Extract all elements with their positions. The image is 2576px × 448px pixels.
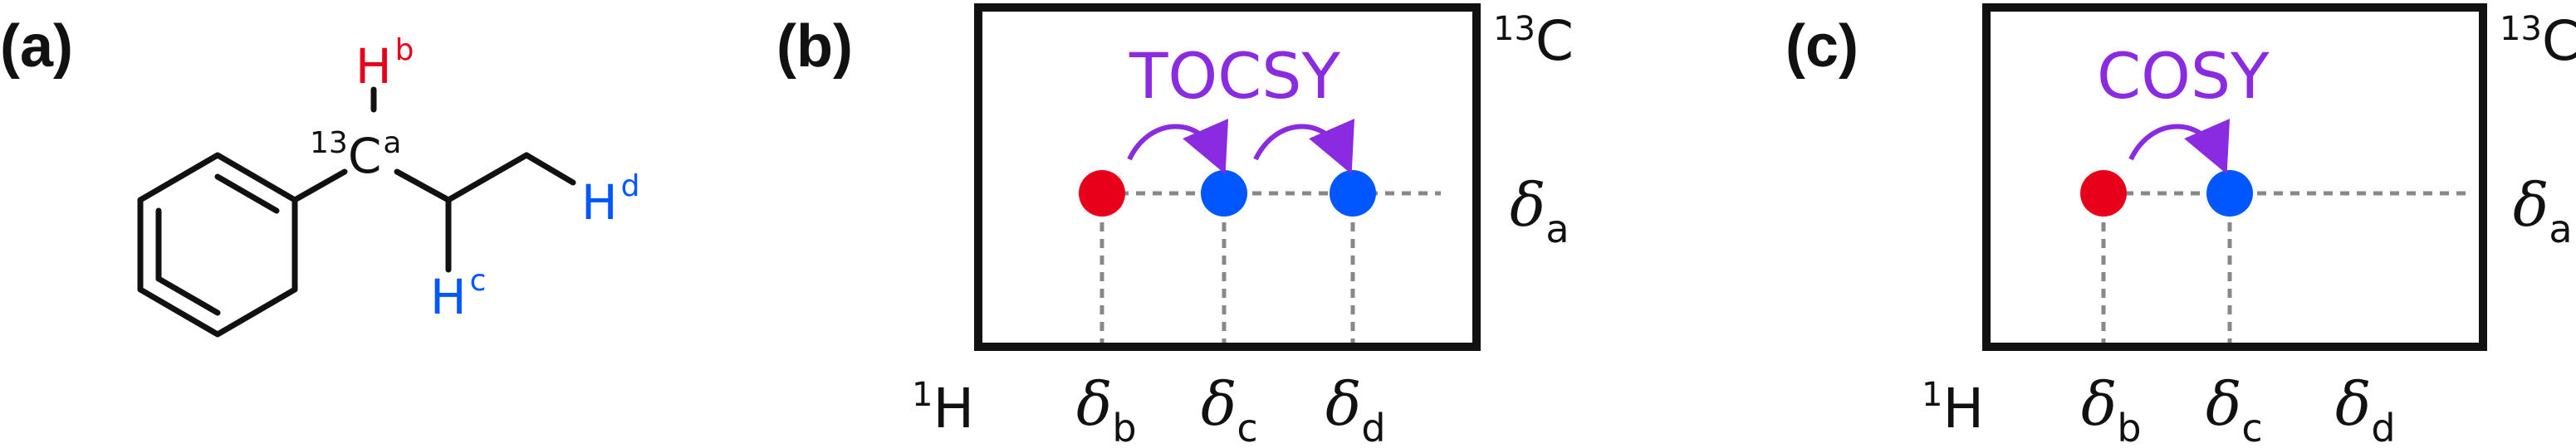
panel-b: (b) TOCSY 13C δa 1H — [776, 3, 1574, 448]
transfer-arrow — [2128, 118, 2231, 174]
peak-red — [2080, 170, 2127, 217]
row-label: δa — [1510, 170, 1570, 251]
transfer-arrow — [1127, 118, 1229, 174]
peak-blue — [2206, 170, 2253, 217]
bond-c3-hd — [523, 152, 576, 186]
x-label: δd — [1325, 369, 1386, 448]
molecule-structure — [137, 86, 576, 338]
corner-label: 13C — [2500, 9, 2576, 73]
row-label: δa — [2513, 170, 2573, 251]
technique-label: COSY — [2097, 39, 2270, 113]
panel-c: (c) COSY 13C δa 1H δb — [1785, 3, 2576, 448]
peak-red — [1079, 170, 1125, 217]
spectrum-frame — [974, 3, 1481, 351]
bond-c2-c3 — [445, 152, 530, 203]
axis-label: 1H — [1922, 376, 1984, 441]
technique-label: TOCSY — [1129, 39, 1341, 113]
axis-label: 1H — [912, 376, 974, 441]
benzene-ring — [137, 152, 298, 338]
transfer-arrow — [1253, 118, 1355, 174]
x-label: δb — [1076, 369, 1137, 448]
ring-double-bond — [214, 173, 280, 214]
panel-a-label: (a) — [0, 13, 73, 80]
panel-b-label: (b) — [776, 13, 853, 80]
peak-blue — [1201, 170, 1247, 217]
bond-ring-ca — [291, 168, 348, 203]
ring-double-bond — [155, 275, 221, 316]
x-label: δc — [2206, 369, 2263, 448]
x-label: δc — [1201, 369, 1258, 448]
peak-blue — [1330, 170, 1376, 217]
panel-c-label: (c) — [1785, 13, 1859, 80]
bond-ca-c2 — [394, 168, 452, 203]
corner-label: 13C — [1493, 9, 1574, 73]
spectrum-frame — [1982, 3, 2487, 351]
x-label: δd — [2335, 369, 2396, 448]
x-label: δb — [2081, 369, 2142, 448]
atom-ca: 13Ca — [310, 126, 401, 184]
